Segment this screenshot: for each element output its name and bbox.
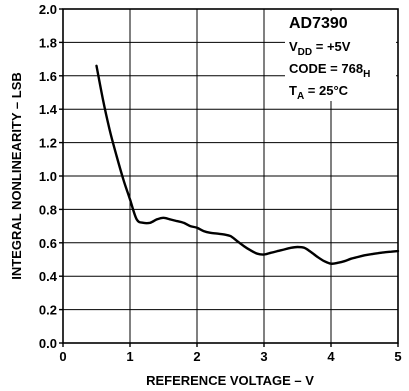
legend-vdd-sub: DD <box>298 47 312 58</box>
legend-code-main: CODE = 768 <box>289 61 363 76</box>
y-tick-label: 1.2 <box>39 136 57 151</box>
x-axis-title: REFERENCE VOLTAGE – V <box>146 373 314 388</box>
legend-line-temp: TA = 25°C <box>289 83 349 102</box>
legend-box: AD7390 VDD = +5V CODE = 768H TA = 25°C <box>285 11 396 102</box>
y-tick-label: 1.6 <box>39 69 57 84</box>
legend-line-vdd: VDD = +5V <box>289 39 351 58</box>
y-tick-labels: 0.0 0.2 0.4 0.6 0.8 1.0 1.2 1.4 1.6 1.8 2.0 <box>39 2 58 351</box>
y-tick-label: 1.8 <box>39 35 57 50</box>
x-tick-label: 4 <box>327 349 335 364</box>
legend-vdd-main: V <box>289 39 298 54</box>
y-tick-label: 2.0 <box>39 2 57 17</box>
legend-temp-main: T <box>289 83 297 98</box>
y-axis-title: INTEGRAL NONLINEARITY – LSB <box>9 72 24 280</box>
y-tick-label: 0.8 <box>39 202 57 217</box>
legend-temp-sub: A <box>297 91 304 102</box>
x-tick-label: 2 <box>193 349 200 364</box>
x-tick-label: 5 <box>394 349 401 364</box>
y-tick-label: 1.4 <box>39 102 58 117</box>
y-tick-label: 0.0 <box>39 336 57 351</box>
inl-curve <box>95 64 400 265</box>
legend-title: AD7390 <box>289 15 348 32</box>
x-tick-label: 1 <box>126 349 133 364</box>
y-tick-label: 0.6 <box>39 236 57 251</box>
axis-ticks <box>59 8 399 347</box>
x-tick-labels: 0 1 2 3 4 5 <box>59 349 401 364</box>
x-tick-label: 3 <box>260 349 267 364</box>
legend-temp-rest: = 25°C <box>304 83 348 98</box>
y-tick-label: 0.4 <box>39 269 58 284</box>
y-tick-label: 0.2 <box>39 303 57 318</box>
y-tick-label: 1.0 <box>39 169 57 184</box>
grid <box>63 9 398 343</box>
legend-background <box>285 11 396 101</box>
legend-vdd-rest: = +5V <box>312 39 351 54</box>
x-tick-label: 0 <box>59 349 66 364</box>
legend-code-sub: H <box>363 69 370 80</box>
legend-line-code: CODE = 768H <box>289 61 370 80</box>
